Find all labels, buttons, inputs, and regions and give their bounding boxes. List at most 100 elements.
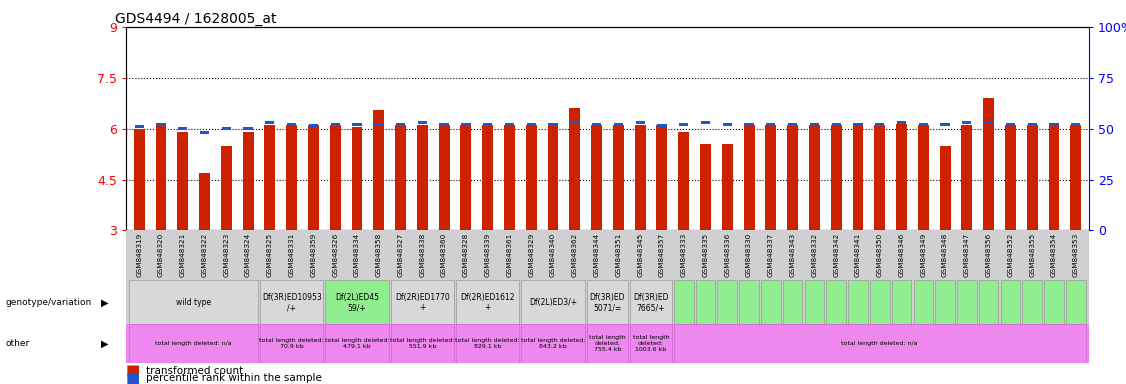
Bar (723, 123, 732, 126)
Text: GSM848338: GSM848338 (419, 233, 426, 277)
Bar (260, 324, 323, 363)
Bar (527, 123, 536, 126)
Text: Df(2R)ED1770
+: Df(2R)ED1770 + (395, 293, 449, 312)
Text: GSM848332: GSM848332 (812, 233, 817, 277)
Bar (418, 121, 427, 124)
Bar (854, 123, 863, 126)
Bar (570, 108, 580, 230)
Bar (896, 124, 906, 230)
Text: GSM848319: GSM848319 (136, 233, 142, 277)
Bar (587, 280, 628, 324)
Bar (673, 280, 694, 324)
Bar (1049, 123, 1058, 126)
Text: total length deleted:
843.2 kb: total length deleted: 843.2 kb (520, 338, 586, 349)
Bar (155, 125, 167, 230)
Bar (983, 98, 994, 230)
Bar (265, 125, 276, 230)
Text: GSM848351: GSM848351 (616, 233, 622, 277)
Text: GSM848341: GSM848341 (855, 233, 861, 277)
Text: GSM848349: GSM848349 (920, 233, 927, 277)
Bar (391, 280, 454, 324)
Text: GSM848343: GSM848343 (789, 233, 796, 277)
Bar (1044, 280, 1064, 324)
Text: GSM848323: GSM848323 (223, 233, 230, 277)
Text: GSM848356: GSM848356 (985, 233, 992, 277)
Bar (919, 123, 928, 126)
Text: GSM848329: GSM848329 (528, 233, 534, 277)
Bar (1027, 125, 1038, 230)
Bar (631, 324, 672, 363)
Text: GSM848348: GSM848348 (942, 233, 948, 277)
Bar (504, 123, 515, 126)
Text: GSM848340: GSM848340 (549, 233, 556, 277)
Bar (587, 324, 628, 363)
Bar (242, 132, 253, 230)
Bar (810, 123, 819, 126)
Bar (352, 123, 361, 126)
Bar (892, 280, 911, 324)
Bar (461, 125, 472, 230)
Text: GSM848360: GSM848360 (441, 233, 447, 277)
Bar (325, 324, 388, 363)
Bar (722, 144, 733, 230)
Text: GSM848345: GSM848345 (637, 233, 643, 277)
Bar (852, 125, 864, 230)
Bar (462, 123, 471, 126)
Text: total length deleted:
70.9 kb: total length deleted: 70.9 kb (259, 338, 324, 349)
Bar (592, 123, 601, 126)
Bar (679, 123, 688, 126)
Text: total length deleted:
829.1 kb: total length deleted: 829.1 kb (455, 338, 520, 349)
Text: GSM848336: GSM848336 (724, 233, 731, 277)
Bar (978, 280, 999, 324)
Bar (631, 280, 672, 324)
Text: Df(3R)ED
5071/=: Df(3R)ED 5071/= (590, 293, 625, 312)
Bar (374, 123, 383, 126)
Text: wild type: wild type (176, 298, 212, 307)
Bar (134, 129, 144, 230)
Text: GSM848322: GSM848322 (202, 233, 207, 277)
Bar (635, 125, 645, 230)
Bar (788, 123, 797, 126)
Bar (129, 280, 258, 324)
Bar (717, 280, 738, 324)
Bar (1071, 125, 1081, 230)
Bar (761, 280, 780, 324)
Text: GSM848326: GSM848326 (332, 233, 338, 277)
Text: GSM848321: GSM848321 (180, 233, 186, 277)
Bar (286, 125, 297, 230)
Text: GSM848358: GSM848358 (376, 233, 382, 277)
Bar (658, 124, 667, 127)
Text: total length deleted: n/a: total length deleted: n/a (155, 341, 232, 346)
Text: ■: ■ (126, 371, 141, 384)
Bar (1022, 280, 1042, 324)
Text: total length
deleted:
1003.6 kb: total length deleted: 1003.6 kb (633, 335, 669, 352)
Bar (1001, 280, 1020, 324)
Bar (395, 125, 406, 230)
Bar (547, 125, 558, 230)
Bar (766, 123, 776, 126)
Bar (330, 125, 341, 230)
Bar (700, 144, 711, 230)
Text: GSM848344: GSM848344 (593, 233, 599, 277)
Bar (940, 123, 949, 126)
Bar (963, 121, 972, 124)
Bar (331, 123, 340, 126)
Text: GSM848330: GSM848330 (747, 233, 752, 277)
Text: total length deleted:
551.9 kb: total length deleted: 551.9 kb (390, 338, 455, 349)
Text: ▶: ▶ (101, 339, 109, 349)
Bar (521, 280, 584, 324)
Bar (740, 280, 759, 324)
Text: GSM848325: GSM848325 (267, 233, 272, 277)
Text: total length deleted:
479.1 kb: total length deleted: 479.1 kb (324, 338, 390, 349)
Bar (199, 173, 209, 230)
Text: GSM848359: GSM848359 (311, 233, 316, 277)
Bar (613, 125, 624, 230)
Bar (787, 125, 798, 230)
Bar (962, 125, 973, 230)
Text: Df(2L)ED3/+: Df(2L)ED3/+ (529, 298, 578, 307)
Bar (222, 127, 231, 130)
Bar (766, 125, 776, 230)
Bar (1028, 123, 1037, 126)
Text: percentile rank within the sample: percentile rank within the sample (146, 373, 322, 383)
Bar (870, 280, 890, 324)
